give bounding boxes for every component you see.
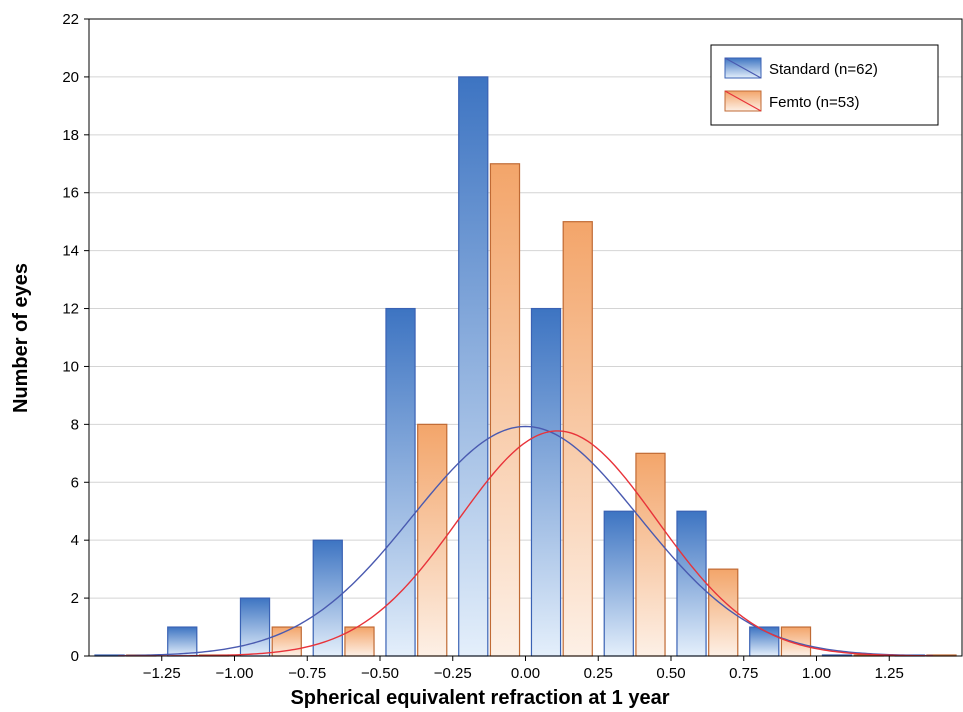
- x-tick-label: −0.25: [434, 665, 472, 682]
- bar-femto: [489, 163, 521, 657]
- x-tick-label: 1.25: [875, 665, 904, 682]
- legend: Standard (n=62) Femto (n=53): [710, 44, 939, 126]
- bar-standard: [530, 307, 562, 657]
- bar-standard: [385, 307, 416, 657]
- y-tick-label: 6: [71, 474, 79, 491]
- y-axis-title: Number of eyes: [10, 263, 32, 413]
- fit-curve-femto: [118, 430, 933, 656]
- y-tick-label: 8: [71, 416, 79, 433]
- bar-standard: [676, 510, 707, 657]
- legend-curve-femto: [724, 90, 762, 112]
- bar-femto: [417, 423, 448, 657]
- y-axis: 0 2 4 6 8 10 12 14 16 18 20 22: [62, 11, 89, 665]
- x-tick-label: −0.75: [288, 665, 326, 682]
- x-tick-label: 0.00: [511, 665, 540, 682]
- bar-femto: [635, 452, 666, 657]
- x-tick-label: 0.50: [656, 665, 685, 682]
- x-axis-title: Spherical equivalent refraction at 1 yea…: [290, 687, 669, 709]
- x-tick-label: −0.50: [361, 665, 399, 682]
- legend-label-standard: Standard (n=62): [769, 61, 878, 78]
- x-tick-label: 0.25: [584, 665, 613, 682]
- gridlines: [89, 76, 962, 599]
- bar-standard: [167, 626, 198, 657]
- x-tick-label: −1.25: [143, 665, 181, 682]
- x-tick-label: −1.00: [216, 665, 254, 682]
- legend-curve-standard: [724, 57, 762, 79]
- bar-standard: [458, 76, 489, 657]
- y-tick-label: 10: [62, 358, 79, 375]
- x-tick-label: 1.00: [802, 665, 831, 682]
- y-tick-label: 0: [71, 648, 79, 665]
- legend-box: [710, 44, 939, 126]
- fit-curve-standard: [118, 425, 933, 656]
- x-axis: −1.25 −1.00 −0.75 −0.50 −0.25 0.00 0.25 0.50 0.7…: [143, 656, 904, 682]
- y-tick-label: 2: [71, 590, 79, 607]
- bars: [94, 76, 957, 657]
- fit-curves: [118, 425, 933, 656]
- y-tick-label: 4: [71, 532, 79, 549]
- x-tick-label: 0.75: [729, 665, 758, 682]
- y-tick-label: 20: [62, 69, 79, 86]
- legend-item-femto: Femto (n=53): [724, 90, 859, 112]
- legend-label-femto: Femto (n=53): [769, 94, 859, 111]
- bar-femto: [780, 626, 812, 657]
- y-tick-label: 16: [62, 185, 79, 202]
- bar-standard: [239, 597, 271, 657]
- bar-standard: [603, 510, 634, 657]
- y-tick-label: 18: [62, 127, 79, 144]
- y-tick-label: 12: [62, 301, 79, 318]
- y-tick-label: 22: [62, 11, 79, 28]
- bar-femto: [562, 221, 593, 657]
- legend-item-standard: Standard (n=62): [724, 57, 878, 79]
- y-tick-label: 14: [62, 243, 79, 260]
